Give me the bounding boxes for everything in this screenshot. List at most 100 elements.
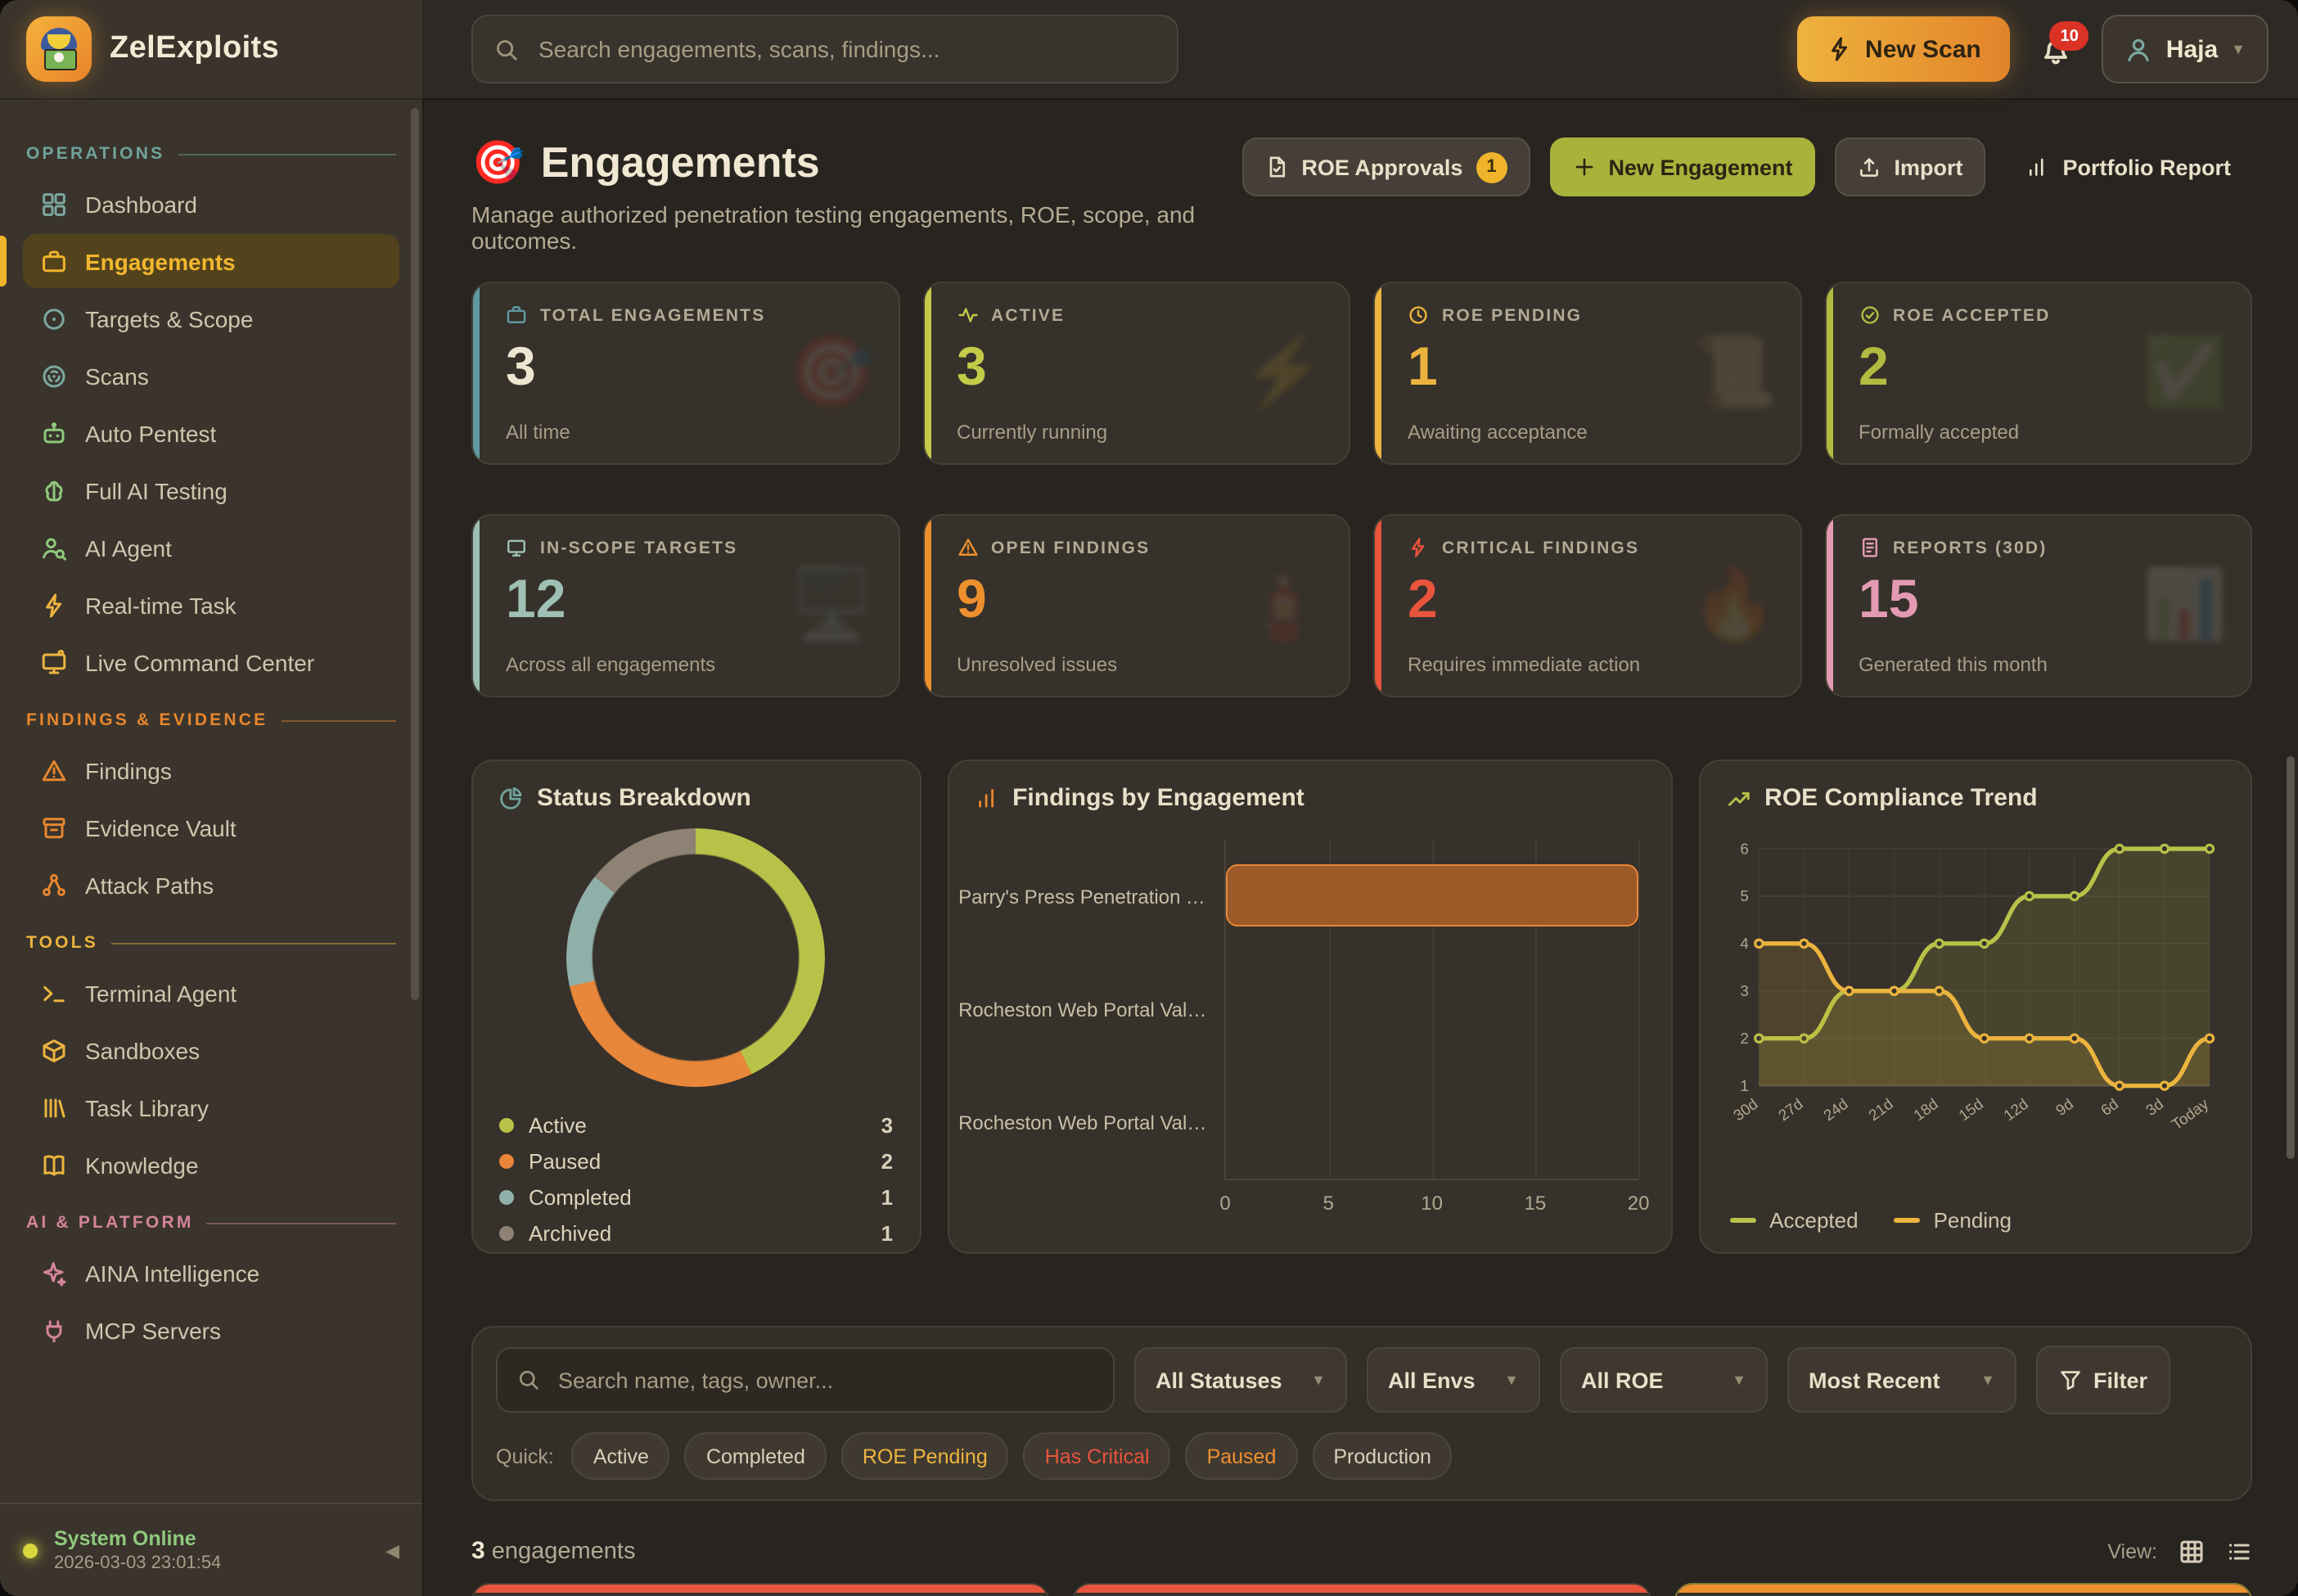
engagement-card[interactable] [1674, 1583, 2252, 1596]
sidebar-collapse-icon[interactable]: ◀ [385, 1541, 399, 1561]
dropdown-all-envs[interactable]: All Envs ▼ [1367, 1347, 1540, 1413]
portfolio-report-button[interactable]: Portfolio Report [2006, 139, 2253, 195]
sidebar-item-dashboard[interactable]: Dashboard [23, 177, 399, 231]
quick-chip-active[interactable]: Active [571, 1432, 670, 1480]
svg-text:18d: 18d [1910, 1095, 1941, 1124]
notifications-button[interactable]: 10 [2040, 21, 2089, 65]
bar-category-label: Rocheston Web Portal Validat… [958, 999, 1207, 1021]
svg-text:30d: 30d [1730, 1095, 1761, 1124]
chart-title: Status Breakdown [537, 784, 751, 812]
global-search[interactable] [471, 15, 1178, 83]
legend-item-pending: Pending [1894, 1208, 2012, 1233]
sidebar-nav: OPERATIONS Dashboard Engagements Targets & … [0, 100, 422, 1503]
chart-bars-icon [2027, 156, 2050, 178]
svg-text:1: 1 [1741, 1077, 1749, 1094]
sidebar-item-mcp-servers[interactable]: MCP Servers [23, 1303, 399, 1357]
sparkle-icon [39, 1259, 67, 1287]
sidebar-item-engagements[interactable]: Engagements [0, 234, 399, 288]
quick-chip-has-critical[interactable]: Has Critical [1023, 1432, 1171, 1480]
x-tick-label: 10 [1421, 1192, 1443, 1215]
quick-chip-paused[interactable]: Paused [1185, 1432, 1298, 1480]
stat-subtext: Awaiting acceptance [1408, 421, 1588, 444]
stat-watermark-icon: 🔥 [1691, 566, 1777, 642]
doc-report-icon [1859, 537, 1880, 558]
bar-chart: Parry's Press Penetration Te… Rocheston W… [958, 840, 1650, 1215]
stat-value: 9 [957, 568, 987, 629]
page-subtitle: Manage authorized penetration testing en… [471, 201, 1196, 254]
grid-view-icon[interactable] [2179, 1538, 2205, 1564]
system-status: System Online 2026-03-03 23:01:54 ◀ [0, 1503, 422, 1596]
dropdown-all-statuses[interactable]: All Statuses ▼ [1134, 1347, 1347, 1413]
bar-parry-s-press-penetration-te[interactable] [1225, 864, 1639, 927]
briefcase-icon [506, 304, 527, 326]
sidebar-item-attack-paths[interactable]: Attack Paths [23, 858, 399, 912]
sidebar-item-targets-scope[interactable]: Targets & Scope [23, 291, 399, 345]
network-icon [39, 871, 67, 899]
quick-chip-completed[interactable]: Completed [684, 1432, 827, 1480]
svg-text:5: 5 [1741, 887, 1749, 904]
chevron-down-icon: ▼ [1504, 1372, 1519, 1388]
svg-text:24d: 24d [1820, 1095, 1851, 1124]
engagement-search-input[interactable] [555, 1366, 1093, 1394]
vault-icon [39, 814, 67, 841]
global-search-input[interactable] [535, 34, 1156, 64]
chevron-down-icon: ▼ [2231, 41, 2246, 57]
sidebar-item-knowledge[interactable]: Knowledge [23, 1138, 399, 1192]
roe-approvals-button[interactable]: ROE Approvals 1 [1242, 138, 1530, 196]
sidebar-item-live-command-center[interactable]: Live Command Center [23, 635, 399, 689]
stat-card-open-findings: OPEN FINDINGS 9 Unresolved issues 🧯 [922, 514, 1350, 697]
view-label: View: [2107, 1540, 2157, 1562]
engagement-card[interactable] [1072, 1583, 1651, 1596]
sidebar-item-ai-agent[interactable]: AI Agent [23, 521, 399, 575]
chevron-down-icon: ▼ [1311, 1372, 1326, 1388]
stat-card-roe-pending: ROE PENDING 1 Awaiting acceptance 📜 [1373, 282, 1801, 465]
svg-text:21d: 21d [1865, 1095, 1896, 1124]
sidebar-item-sandboxes[interactable]: Sandboxes [23, 1023, 399, 1077]
sidebar-item-task-library[interactable]: Task Library [23, 1080, 399, 1134]
quick-chip-production[interactable]: Production [1312, 1432, 1453, 1480]
x-tick-label: 0 [1219, 1192, 1231, 1215]
page-title: 🎯 Engagements [471, 138, 820, 187]
sidebar-item-aina-intelligence[interactable]: AINA Intelligence [23, 1246, 399, 1300]
roe-compliance-trend-card: ROE Compliance Trend 1 2 3 4 5 6 30d 27d 24d 21d 1… [1699, 760, 2252, 1254]
dropdown-all-roe[interactable]: All ROE ▼ [1560, 1347, 1768, 1413]
engagement-card[interactable] [471, 1583, 1050, 1596]
sidebar-item-real-time-task[interactable]: Real-time Task [23, 578, 399, 632]
brain-icon [39, 476, 67, 504]
system-status-label: System Online [54, 1527, 196, 1550]
target-emoji-icon: 🎯 [471, 138, 525, 187]
engagement-search[interactable] [496, 1347, 1115, 1413]
charts-row: Status Breakdown Active 3 Paused 2 Completed… [471, 760, 2252, 1254]
stat-label: ACTIVE [991, 305, 1066, 325]
stat-subtext: Unresolved issues [957, 653, 1118, 676]
sidebar-item-auto-pentest[interactable]: Auto Pentest [23, 406, 399, 460]
results-header: 3 engagements View: [471, 1537, 2252, 1565]
sidebar-item-full-ai-testing[interactable]: Full AI Testing [23, 463, 399, 517]
quick-chip-roe-pending[interactable]: ROE Pending [840, 1432, 1009, 1480]
new-engagement-button[interactable]: New Engagement [1549, 138, 1816, 196]
new-scan-button[interactable]: New Scan [1796, 16, 2011, 82]
book-icon [39, 1151, 67, 1179]
sidebar-item-terminal-agent[interactable]: Terminal Agent [23, 966, 399, 1020]
import-button[interactable]: Import [1835, 138, 1986, 196]
list-view-icon[interactable] [2226, 1538, 2252, 1564]
filter-button[interactable]: Filter [2036, 1346, 2171, 1414]
stat-card-active: ACTIVE 3 Currently running ⚡ [922, 282, 1350, 465]
library-icon [39, 1093, 67, 1121]
page-scrollbar[interactable] [2287, 756, 2295, 1159]
dropdown-most-recent[interactable]: Most Recent ▼ [1787, 1347, 2016, 1413]
plug-icon [39, 1316, 67, 1344]
stat-subtext: Requires immediate action [1408, 653, 1641, 676]
search-icon [517, 1368, 540, 1391]
x-tick-label: 15 [1524, 1192, 1547, 1215]
pie-chart-icon [499, 786, 524, 810]
stat-value: 15 [1859, 568, 1919, 629]
user-menu[interactable]: Haja ▼ [2102, 15, 2269, 83]
sidebar-item-evidence-vault[interactable]: Evidence Vault [23, 800, 399, 854]
sidebar-item-findings[interactable]: Findings [23, 743, 399, 797]
sidebar-scrollbar[interactable] [411, 108, 419, 1000]
sidebar-item-scans[interactable]: Scans [23, 349, 399, 403]
stat-watermark-icon: 🖥️ [789, 566, 875, 642]
svg-text:15d: 15d [1955, 1095, 1986, 1124]
